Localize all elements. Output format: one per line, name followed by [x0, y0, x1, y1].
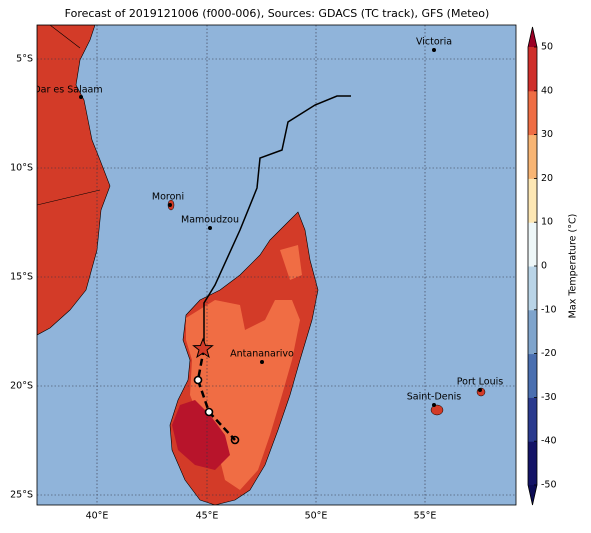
city-marker	[208, 226, 212, 230]
city-label: Moroni	[152, 192, 184, 203]
city-marker	[478, 388, 482, 392]
city-label: Antananarivo	[230, 349, 294, 360]
lon-label: 45°E	[196, 511, 219, 522]
city-label: Dar es Salaam	[33, 85, 102, 96]
storm-position	[192, 337, 214, 359]
colorbar-tick-label: -40	[541, 436, 557, 447]
africa	[37, 25, 111, 336]
madagascar-zone	[186, 300, 300, 490]
colorbar-tick-label: 20	[541, 173, 553, 184]
city-marker	[432, 403, 436, 407]
colorbar-label: Max Temperature (°C)	[568, 214, 579, 319]
colorbar-tick-label: -30	[541, 392, 557, 403]
colorbar-segment	[528, 441, 537, 486]
colorbar-segment	[528, 397, 537, 442]
map-frame	[36, 24, 517, 506]
lon-label: 55°E	[414, 511, 437, 522]
title: Forecast of 2019121006 (f000-006), Sourc…	[65, 7, 490, 20]
colorbar-tick-label: 40	[541, 85, 553, 96]
border	[37, 189, 101, 206]
colorbar-tick-label: -10	[541, 304, 557, 315]
city-label: Port Louis	[457, 377, 503, 388]
city-marker	[79, 95, 83, 99]
city-marker	[168, 203, 172, 207]
track	[203, 95, 351, 348]
colorbar-tick-label: 10	[541, 217, 553, 228]
lat-label: 5°S	[16, 54, 33, 65]
track-point	[230, 435, 240, 445]
colorbar-segment	[528, 353, 537, 398]
colorbar-segment	[528, 309, 537, 355]
map: Victoria Dar es Salaam Moroni Mamoudzou Anta…	[33, 25, 516, 505]
colorbar-tick-label: -50	[541, 480, 557, 491]
track-point	[193, 375, 203, 385]
colorbar-segment	[528, 266, 537, 311]
colorbar-extend	[528, 27, 537, 47]
lat-label: 25°S	[10, 490, 33, 501]
graticule	[37, 25, 516, 505]
city-label: Victoria	[416, 37, 452, 48]
cities: Victoria Dar es Salaam Moroni Mamoudzou Anta…	[33, 37, 503, 407]
colorbar-segment	[528, 178, 537, 223]
city-label: Mamoudzou	[181, 215, 239, 226]
colorbar-segment	[528, 134, 537, 179]
city-marker	[432, 48, 436, 52]
colorbar-segment	[528, 222, 537, 267]
colorbar-tick-label: 50	[541, 42, 553, 53]
colorbar-tick-label: 30	[541, 129, 553, 140]
border	[49, 25, 81, 49]
lat-label: 10°S	[10, 163, 33, 174]
colorbar: -50 -40 -30 -20 -10 0 10 20 30 40 50	[527, 26, 557, 506]
city-marker	[260, 360, 264, 364]
city-label: Saint-Denis	[407, 392, 461, 403]
madagascar-zone	[172, 400, 230, 470]
colorbar-tick-label: 0	[541, 261, 547, 272]
lon-label: 40°E	[86, 511, 109, 522]
colorbar-segment	[528, 90, 537, 136]
colorbar-tick-label: -20	[541, 348, 557, 359]
forecast-track	[196, 347, 236, 441]
lat-label: 15°S	[10, 272, 33, 283]
island	[430, 404, 444, 416]
lat-label: 20°S	[10, 381, 33, 392]
madagascar-zone	[280, 245, 302, 280]
colorbar-extend	[528, 485, 537, 505]
colorbar-segment	[528, 47, 537, 92]
lon-label: 50°E	[305, 511, 328, 522]
track-point	[204, 407, 214, 417]
